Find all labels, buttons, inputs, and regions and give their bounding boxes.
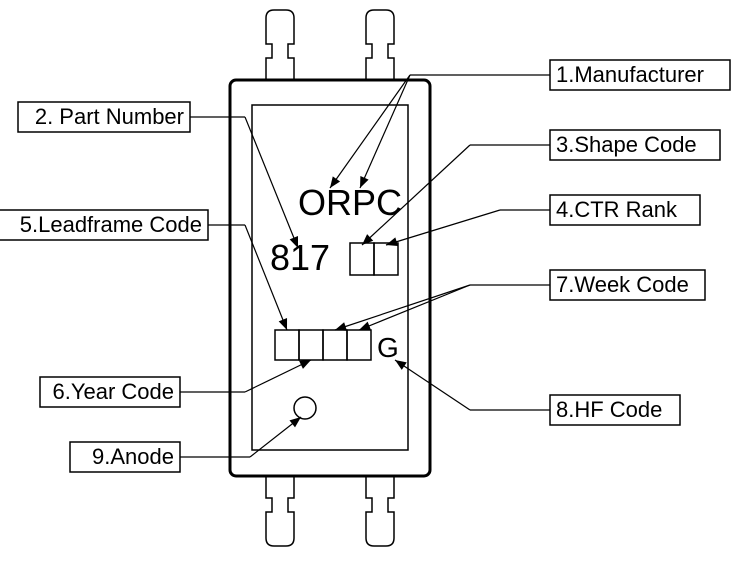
code-box [347, 330, 371, 360]
leader-week-2 [359, 285, 470, 330]
manufacturer-text: ORPC [298, 182, 402, 223]
code-box [323, 330, 347, 360]
leader-manufacturer-1 [330, 75, 550, 188]
ctr-rank-label: 4.CTR Rank [556, 197, 678, 222]
leader-year [180, 360, 311, 392]
leader-anode [180, 417, 301, 457]
leader-ctr-rank [386, 210, 550, 246]
hf-code-text: G [377, 332, 399, 363]
ctr-box [350, 243, 374, 275]
week-code-label: 7.Week Code [556, 272, 689, 297]
pin-bottom [266, 476, 294, 546]
pin-bottom [366, 476, 394, 546]
code-box [299, 330, 323, 360]
leadframe-code-label: 5.Leadframe Code [20, 212, 202, 237]
ctr-box [374, 243, 398, 275]
leader-manufacturer-2 [360, 75, 410, 188]
shape-code-label: 3.Shape Code [556, 132, 697, 157]
pin-top [366, 10, 394, 80]
package-outer [230, 80, 430, 476]
leader-part-number [190, 117, 298, 248]
leader-hf [395, 360, 550, 410]
manufacturer-label: 1.Manufacturer [556, 62, 704, 87]
part-number-text: 817 [270, 237, 330, 278]
year-code-label: 6.Year Code [52, 379, 174, 404]
code-box [275, 330, 299, 360]
anode-label: 9.Anode [92, 444, 174, 469]
pin-top [266, 10, 294, 80]
hf-code-label: 8.HF Code [556, 397, 662, 422]
part-number-label: 2. Part Number [35, 104, 184, 129]
anode-dot [294, 397, 316, 419]
